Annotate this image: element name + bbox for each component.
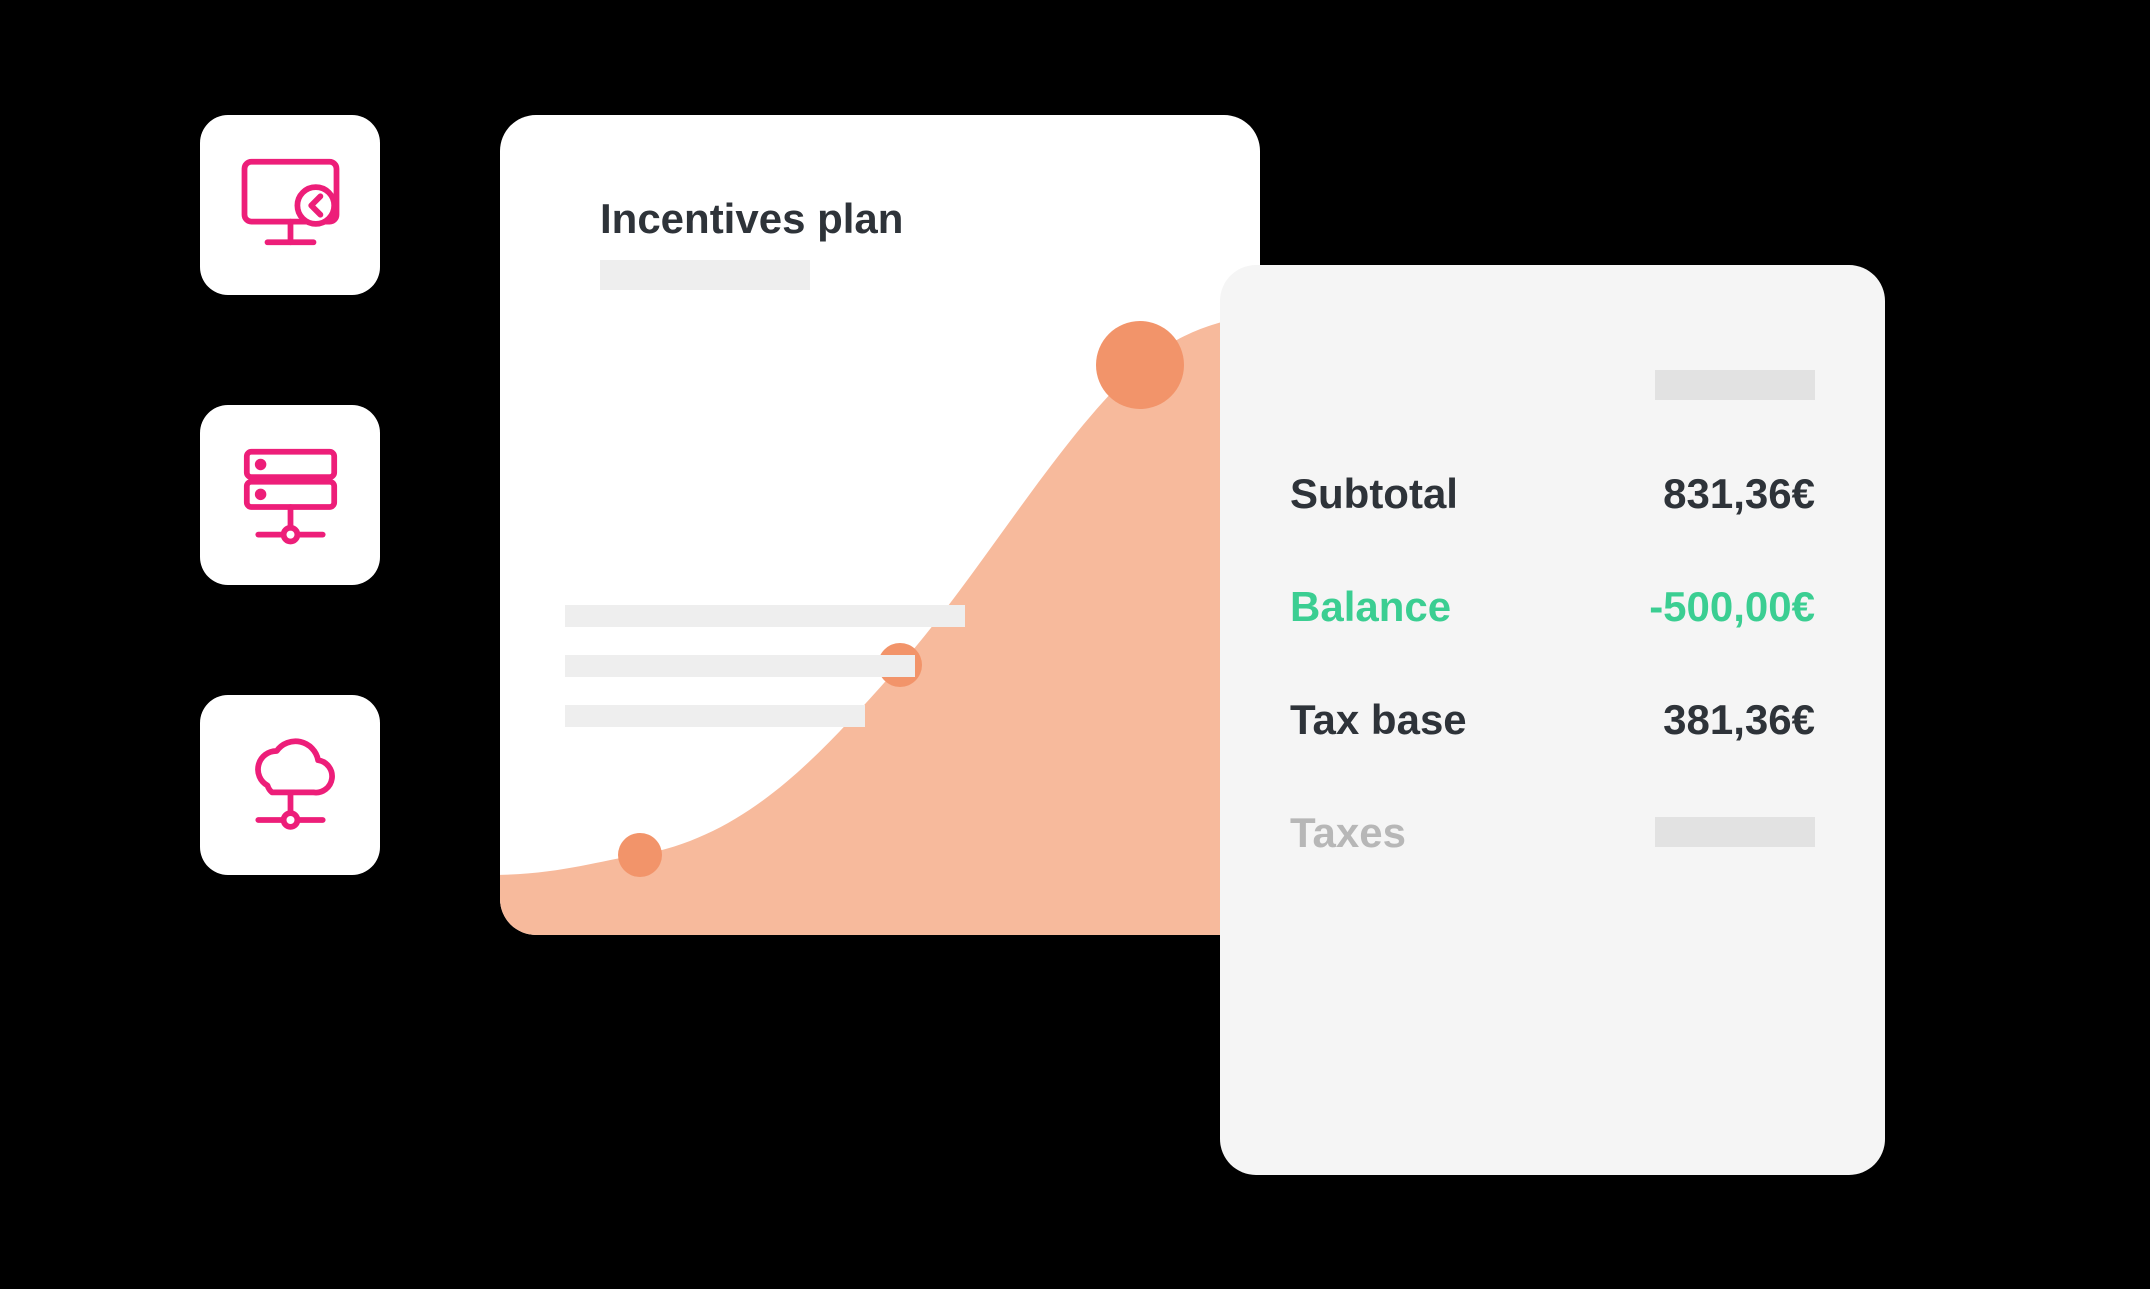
summary-row-label: Tax base	[1290, 696, 1467, 744]
remote-desktop-icon	[233, 148, 348, 263]
summary-header-skeleton	[1655, 370, 1815, 400]
incentives-chart-card: Incentives plan	[500, 115, 1260, 935]
stage: Incentives plan Subtotal 831,36€ Balance -5…	[200, 115, 1950, 1185]
tile-remote-desktop[interactable]	[200, 115, 380, 295]
summary-row: Balance -500,00€	[1290, 583, 1815, 631]
summary-row: Tax base 381,36€	[1290, 696, 1815, 744]
summary-row-value: 831,36€	[1663, 470, 1815, 518]
tile-server-network[interactable]	[200, 405, 380, 585]
chart-gridline	[565, 655, 915, 677]
server-network-icon	[233, 438, 348, 553]
chart-subtitle-skeleton	[600, 260, 810, 290]
chart-marker	[1096, 321, 1184, 409]
summary-row-label: Balance	[1290, 583, 1451, 631]
summary-card: Subtotal 831,36€ Balance -500,00€ Tax base 38…	[1220, 265, 1885, 1175]
summary-row-label: Subtotal	[1290, 470, 1458, 518]
chart-title: Incentives plan	[600, 195, 903, 243]
summary-row-value-skeleton	[1655, 817, 1815, 847]
chart-marker	[618, 833, 662, 877]
tile-cloud-network[interactable]	[200, 695, 380, 875]
chart-gridline	[565, 705, 865, 727]
summary-row-label: Taxes	[1290, 809, 1406, 857]
summary-row: Taxes	[1290, 809, 1815, 857]
chart-gridline	[565, 605, 965, 627]
cloud-network-icon	[233, 728, 348, 843]
summary-row: Subtotal 831,36€	[1290, 470, 1815, 518]
summary-row-value: 381,36€	[1663, 696, 1815, 744]
summary-row-value: -500,00€	[1649, 583, 1815, 631]
